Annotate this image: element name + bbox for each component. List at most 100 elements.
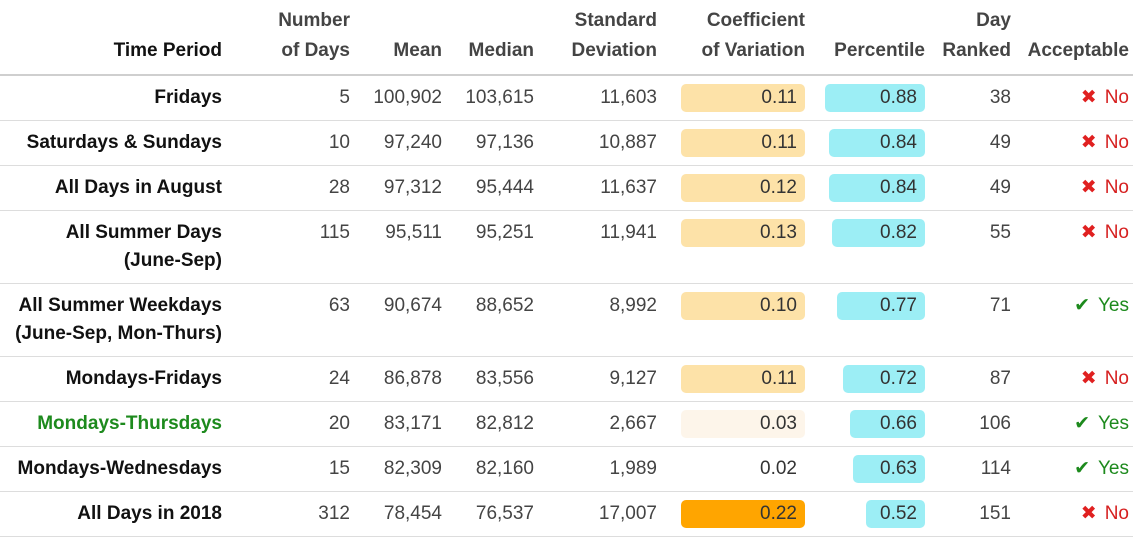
percentile-value: 0.77 [880, 295, 917, 316]
acceptable-cell: ✖ No [1019, 356, 1133, 402]
number-of-days-cell: 28 [250, 165, 358, 211]
day-ranked-cell: 55 [925, 210, 1019, 284]
percentile-value: 0.84 [880, 132, 917, 153]
number-of-days-cell: 20 [250, 401, 358, 447]
time-period-cell: Fridays [0, 75, 250, 121]
median-cell: 76,537 [450, 491, 542, 537]
percentile-bar [829, 129, 925, 157]
acceptable-label: Yes [1098, 458, 1129, 479]
acceptable-cell: ✖ No [1019, 210, 1133, 284]
percentile-bar [837, 292, 925, 320]
percentile-value: 0.84 [880, 177, 917, 198]
mean-cell: 86,878 [358, 356, 450, 402]
cross-icon: ✖ [1080, 87, 1097, 108]
checkmark-icon: ✔ [1074, 458, 1090, 479]
coefficient-of-variation-bar [681, 219, 805, 247]
mean-cell: 97,312 [358, 165, 450, 211]
cross-icon: ✖ [1080, 368, 1097, 389]
acceptable-cell: ✔ Yes [1019, 446, 1133, 492]
percentile-cell: 0.66 [805, 401, 925, 447]
coefficient-of-variation-value: 0.13 [760, 222, 797, 243]
time-period-cell: Mondays-Wednesdays [0, 446, 250, 492]
median-cell: 82,160 [450, 446, 542, 492]
coefficient-of-variation-cell: 0.11 [665, 120, 805, 166]
acceptable-cell: ✔ Yes [1019, 283, 1133, 357]
time-period-cell: All Days in August [0, 165, 250, 211]
coefficient-of-variation-value: 0.11 [761, 132, 797, 153]
header-standard-deviation: Standard Deviation [542, 0, 665, 76]
day-ranked-cell: 151 [925, 491, 1019, 537]
table-body: Fridays 5 100,902 103,615 11,603 0.11 0.88 38 ✖ N… [0, 75, 1133, 537]
table-row: All Summer Weekdays (June-Sep, Mon-Thurs)… [0, 283, 1133, 357]
coefficient-of-variation-bar [681, 500, 805, 528]
standard-deviation-cell: 1,989 [542, 446, 665, 492]
acceptable-label: Yes [1098, 295, 1129, 316]
coefficient-of-variation-value: 0.03 [760, 413, 797, 434]
coefficient-of-variation-cell: 0.22 [665, 491, 805, 537]
mean-cell: 82,309 [358, 446, 450, 492]
standard-deviation-cell: 9,127 [542, 356, 665, 402]
acceptable-label: No [1104, 87, 1129, 108]
percentile-value: 0.72 [880, 368, 917, 389]
day-ranked-cell: 114 [925, 446, 1019, 492]
table-row: Fridays 5 100,902 103,615 11,603 0.11 0.88 38 ✖ N… [0, 75, 1133, 121]
acceptable-cell: ✖ No [1019, 165, 1133, 211]
percentile-cell: 0.63 [805, 446, 925, 492]
day-ranked-cell: 71 [925, 283, 1019, 357]
coefficient-of-variation-value: 0.02 [760, 458, 797, 479]
time-period-cell: Mondays-Fridays [0, 356, 250, 402]
mean-cell: 97,240 [358, 120, 450, 166]
acceptable-label: No [1104, 222, 1129, 243]
standard-deviation-cell: 8,992 [542, 283, 665, 357]
cross-icon: ✖ [1080, 222, 1097, 243]
number-of-days-cell: 5 [250, 75, 358, 121]
day-ranked-cell: 38 [925, 75, 1019, 121]
percentile-cell: 0.77 [805, 283, 925, 357]
cross-icon: ✖ [1080, 503, 1097, 524]
acceptable-cell: ✖ No [1019, 491, 1133, 537]
standard-deviation-cell: 2,667 [542, 401, 665, 447]
time-period-cell: Mondays-Thursdays [0, 401, 250, 447]
median-cell: 103,615 [450, 75, 542, 121]
acceptable-cell: ✖ No [1019, 75, 1133, 121]
time-period-cell: All Summer Days (June-Sep) [0, 210, 250, 284]
mean-cell: 100,902 [358, 75, 450, 121]
coefficient-of-variation-cell: 0.02 [665, 446, 805, 492]
acceptable-cell: ✖ No [1019, 120, 1133, 166]
percentile-cell: 0.84 [805, 120, 925, 166]
percentile-cell: 0.52 [805, 491, 925, 537]
coefficient-of-variation-value: 0.11 [761, 368, 797, 389]
coefficient-of-variation-bar [681, 292, 805, 320]
header-time-period: Time Period [0, 0, 250, 76]
acceptable-label: No [1104, 368, 1129, 389]
coefficient-of-variation-bar [681, 365, 805, 393]
acceptable-cell: ✔ Yes [1019, 401, 1133, 447]
header-acceptable: Acceptable [1019, 0, 1133, 76]
percentile-value: 0.52 [880, 503, 917, 524]
percentile-cell: 0.82 [805, 210, 925, 284]
median-cell: 97,136 [450, 120, 542, 166]
percentile-value: 0.63 [880, 458, 917, 479]
coefficient-of-variation-cell: 0.11 [665, 75, 805, 121]
acceptable-label: No [1104, 132, 1129, 153]
coefficient-of-variation-cell: 0.03 [665, 401, 805, 447]
cross-icon: ✖ [1080, 132, 1097, 153]
checkmark-icon: ✔ [1074, 413, 1090, 434]
coefficient-of-variation-value: 0.11 [761, 87, 797, 108]
acceptable-label: No [1104, 503, 1129, 524]
coefficient-of-variation-bar [681, 84, 805, 112]
median-cell: 88,652 [450, 283, 542, 357]
percentile-bar [853, 455, 925, 483]
checkmark-icon: ✔ [1074, 295, 1090, 316]
standard-deviation-cell: 10,887 [542, 120, 665, 166]
mean-cell: 95,511 [358, 210, 450, 284]
day-ranked-cell: 106 [925, 401, 1019, 447]
time-period-cell: Saturdays & Sundays [0, 120, 250, 166]
number-of-days-cell: 15 [250, 446, 358, 492]
percentile-cell: 0.88 [805, 75, 925, 121]
standard-deviation-cell: 11,603 [542, 75, 665, 121]
coefficient-of-variation-value: 0.10 [760, 295, 797, 316]
median-cell: 83,556 [450, 356, 542, 402]
coefficient-of-variation-value: 0.12 [760, 177, 797, 198]
